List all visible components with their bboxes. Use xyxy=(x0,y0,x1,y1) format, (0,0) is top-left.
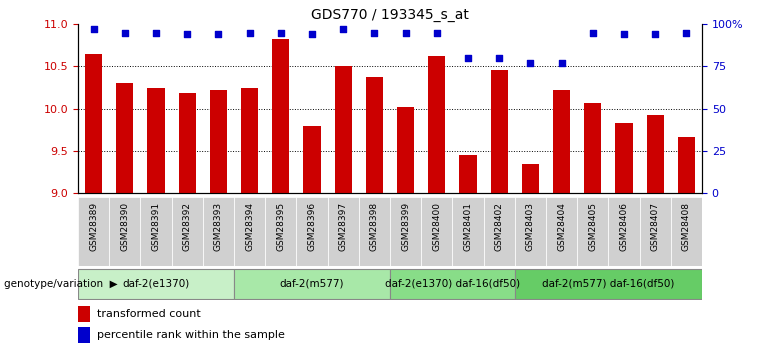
Point xyxy=(587,30,599,35)
Text: percentile rank within the sample: percentile rank within the sample xyxy=(97,330,285,340)
Point xyxy=(150,30,162,35)
Point xyxy=(431,30,443,35)
Text: GSM28408: GSM28408 xyxy=(682,202,691,251)
Bar xyxy=(397,107,414,193)
Point xyxy=(555,60,568,66)
Bar xyxy=(584,103,601,193)
Text: daf-2(m577) daf-16(df50): daf-2(m577) daf-16(df50) xyxy=(542,279,675,289)
Text: transformed count: transformed count xyxy=(97,309,200,319)
Bar xyxy=(78,269,234,298)
Text: GSM28391: GSM28391 xyxy=(151,202,161,251)
Bar xyxy=(359,197,390,266)
Point xyxy=(243,30,256,35)
Text: GSM28400: GSM28400 xyxy=(432,202,441,251)
Title: GDS770 / 193345_s_at: GDS770 / 193345_s_at xyxy=(311,8,469,22)
Point xyxy=(462,55,474,61)
Bar xyxy=(203,197,234,266)
Bar xyxy=(172,197,203,266)
Bar xyxy=(78,197,109,266)
Bar xyxy=(328,197,359,266)
Bar xyxy=(484,197,515,266)
Text: GSM28407: GSM28407 xyxy=(651,202,660,251)
Point xyxy=(368,30,381,35)
Text: GSM28397: GSM28397 xyxy=(339,202,348,251)
Bar xyxy=(241,88,258,193)
Bar xyxy=(678,137,695,193)
Point xyxy=(87,27,100,32)
Point xyxy=(493,55,505,61)
Bar xyxy=(522,164,539,193)
Text: daf-2(m577): daf-2(m577) xyxy=(280,279,344,289)
Bar xyxy=(335,66,352,193)
Bar xyxy=(615,123,633,193)
Bar xyxy=(116,83,133,193)
Point xyxy=(275,30,287,35)
Point xyxy=(181,31,193,37)
Bar xyxy=(210,90,227,193)
Bar xyxy=(234,269,390,298)
Text: GSM28402: GSM28402 xyxy=(495,202,504,251)
Point xyxy=(212,31,225,37)
Bar xyxy=(671,197,702,266)
Text: GSM28396: GSM28396 xyxy=(307,202,317,251)
Bar xyxy=(390,269,515,298)
Bar xyxy=(272,39,289,193)
Text: GSM28392: GSM28392 xyxy=(183,202,192,251)
Text: GSM28394: GSM28394 xyxy=(245,202,254,251)
Bar xyxy=(265,197,296,266)
Bar xyxy=(179,93,196,193)
Bar xyxy=(452,197,484,266)
Bar xyxy=(515,269,702,298)
Point xyxy=(680,30,693,35)
Text: GSM28395: GSM28395 xyxy=(276,202,285,251)
Point xyxy=(618,31,630,37)
Bar xyxy=(147,88,165,193)
Text: GSM28406: GSM28406 xyxy=(619,202,629,251)
Bar xyxy=(366,77,383,193)
Bar xyxy=(78,327,90,343)
Text: GSM28398: GSM28398 xyxy=(370,202,379,251)
Bar xyxy=(78,306,90,322)
Bar xyxy=(428,56,445,193)
Text: genotype/variation  ▶: genotype/variation ▶ xyxy=(4,279,118,289)
Bar xyxy=(647,116,664,193)
Point xyxy=(306,31,318,37)
Text: GSM28404: GSM28404 xyxy=(557,202,566,251)
Point xyxy=(524,60,537,66)
Bar xyxy=(608,197,640,266)
Bar xyxy=(577,197,608,266)
Text: daf-2(e1370) daf-16(df50): daf-2(e1370) daf-16(df50) xyxy=(385,279,520,289)
Bar xyxy=(296,197,328,266)
Text: GSM28390: GSM28390 xyxy=(120,202,129,251)
Bar xyxy=(85,54,102,193)
Bar xyxy=(640,197,671,266)
Bar xyxy=(421,197,452,266)
Bar xyxy=(459,155,477,193)
Bar xyxy=(303,126,321,193)
Text: daf-2(e1370): daf-2(e1370) xyxy=(122,279,190,289)
Bar xyxy=(234,197,265,266)
Bar xyxy=(140,197,172,266)
Text: GSM28405: GSM28405 xyxy=(588,202,597,251)
Text: GSM28401: GSM28401 xyxy=(463,202,473,251)
Point xyxy=(649,31,661,37)
Text: GSM28393: GSM28393 xyxy=(214,202,223,251)
Text: GSM28399: GSM28399 xyxy=(401,202,410,251)
Point xyxy=(337,27,349,32)
Bar xyxy=(491,70,508,193)
Bar xyxy=(109,197,140,266)
Bar xyxy=(515,197,546,266)
Text: GSM28389: GSM28389 xyxy=(89,202,98,251)
Text: GSM28403: GSM28403 xyxy=(526,202,535,251)
Point xyxy=(399,30,412,35)
Bar xyxy=(390,197,421,266)
Bar xyxy=(553,90,570,193)
Point xyxy=(119,30,131,35)
Bar xyxy=(546,197,577,266)
